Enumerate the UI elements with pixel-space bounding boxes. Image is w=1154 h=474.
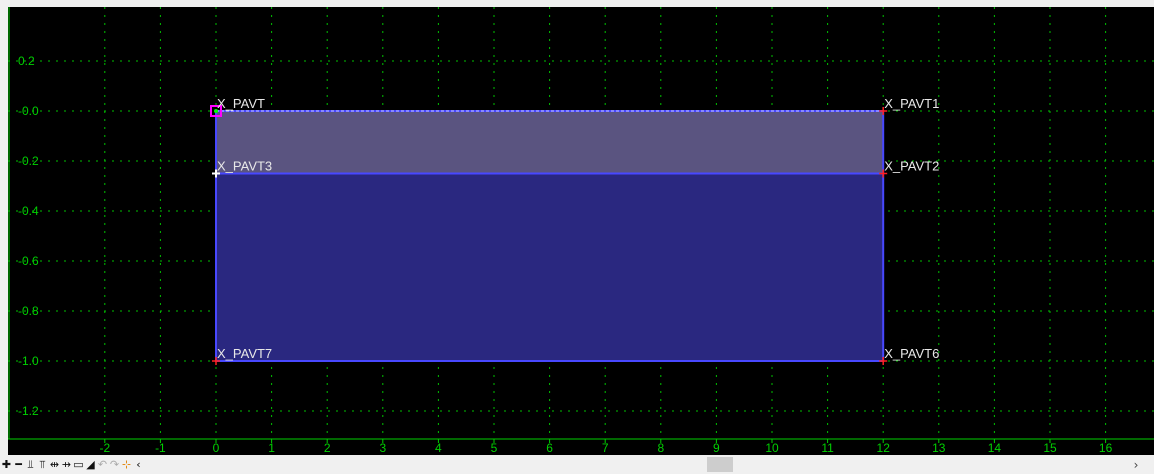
x-tick-label: 0: [213, 441, 220, 455]
x-tick-label: 3: [379, 441, 386, 455]
upper-layer-component[interactable]: [215, 110, 885, 175]
x-tick-label: 1: [268, 441, 275, 455]
point-x-pavt1[interactable]: X_PAVT1: [879, 96, 939, 115]
scroll-left-icon[interactable]: ‹: [136, 457, 141, 471]
x-tick-label: 6: [546, 441, 553, 455]
x-tick-label: 7: [602, 441, 609, 455]
y-tick-label: 0.2: [18, 54, 35, 68]
remove-point-icon[interactable]: ━: [15, 457, 22, 471]
x-tick-label: -2: [99, 441, 110, 455]
point-label: X_PAVT6: [884, 346, 939, 361]
y-tick-label: -0.6: [18, 254, 39, 268]
y-tick-label: -0.4: [18, 204, 39, 218]
mountain-icon[interactable]: ◢: [86, 457, 95, 471]
point-x-pavt2[interactable]: X_PAVT2: [879, 159, 939, 178]
y-tick-label: -0.0: [18, 104, 39, 118]
move-left-icon[interactable]: ⇹: [49, 457, 60, 471]
x-tick-label: 13: [932, 441, 946, 455]
point-label: X_PAVT7: [217, 346, 272, 361]
x-tick-label: -1: [155, 441, 166, 455]
point-label: X_PAVT2: [884, 159, 939, 174]
y-tick-label: -0.2: [18, 154, 39, 168]
x-tick-label: 12: [877, 441, 891, 455]
x-tick-label: 15: [1043, 441, 1057, 455]
point-label: X_PAVT: [217, 96, 265, 111]
x-tick-label: 16: [1099, 441, 1113, 455]
x-tick-label: 4: [435, 441, 442, 455]
point-center-marker: [214, 109, 218, 113]
bottom-toolbar: ✚ ━ ⫫ ⫪ ⇹ ⇸ ▭ ◢ ↶ ↷ ⊹ ‹ ›: [0, 455, 1154, 474]
point-label: X_PAVT3: [217, 159, 272, 174]
scrollbar-thumb[interactable]: [707, 457, 733, 472]
selected-point-marker: [210, 105, 222, 117]
align-bottom-icon[interactable]: ⫪: [39, 457, 46, 471]
lower-layer-component[interactable]: [215, 172, 885, 362]
scroll-right-icon[interactable]: ›: [1133, 457, 1139, 472]
x-tick-label: 2: [324, 441, 331, 455]
align-top-icon[interactable]: ⫫: [27, 457, 34, 471]
x-tick-label: 8: [657, 441, 664, 455]
point-x-pavt[interactable]: X_PAVT: [210, 96, 265, 117]
point-label: X_PAVT1: [884, 96, 939, 111]
snap-point-icon[interactable]: ⊹: [121, 457, 132, 471]
horizontal-scrollbar[interactable]: ›: [237, 455, 1143, 474]
x-tick-label: 10: [765, 441, 779, 455]
undo-icon[interactable]: ↶: [97, 457, 108, 471]
y-tick-label: -1.2: [18, 404, 39, 418]
cross-section-plot[interactable]: 0.2-0.0-0.2-0.4-0.6-0.8-1.0-1.2-2 -1 0 1 2 3 4…: [8, 7, 1154, 455]
y-tick-label: -0.8: [18, 304, 39, 318]
y-tick-label: -1.0: [18, 354, 39, 368]
rectangle-icon[interactable]: ▭: [73, 457, 84, 471]
point-x-pavt6[interactable]: X_PAVT6: [879, 346, 939, 365]
x-tick-label: 14: [988, 441, 1002, 455]
x-tick-label: 11: [821, 441, 834, 455]
x-tick-label: 5: [491, 441, 498, 455]
drawing-canvas[interactable]: 0.2 -0.0 -0.2 -0.4 -0.6 -0.8 -1.0 -1.2 -2 -1 0 1 2 3 4…: [8, 7, 1154, 455]
redo-icon[interactable]: ↷: [109, 457, 120, 471]
add-point-icon[interactable]: ✚: [1, 457, 12, 471]
move-right-icon[interactable]: ⇸: [61, 457, 72, 471]
point-x-pavt7[interactable]: X_PAVT7: [212, 346, 272, 365]
x-tick-label: 9: [713, 441, 720, 455]
